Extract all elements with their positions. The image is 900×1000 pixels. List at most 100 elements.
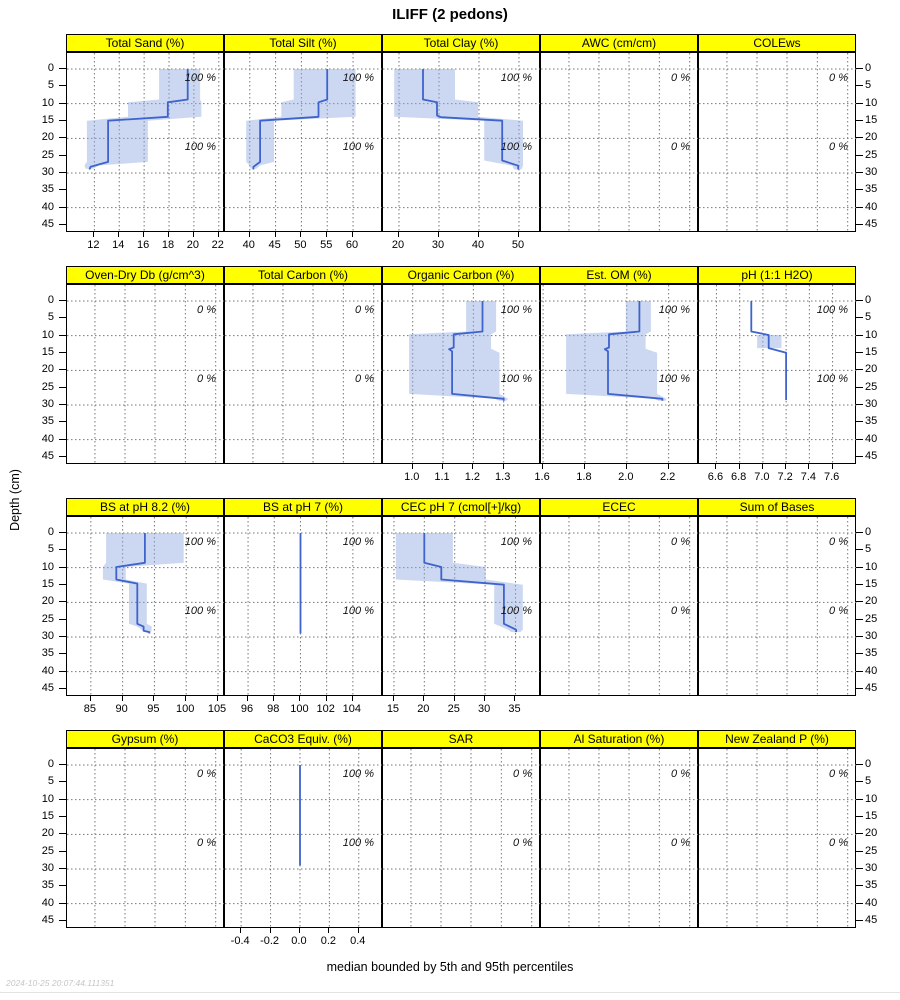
- y-tick-label: 0: [47, 294, 54, 306]
- contributing-fraction-label: 0 %: [671, 605, 690, 617]
- caption: median bounded by 5th and 95th percentil…: [326, 960, 574, 974]
- y-tick: [856, 386, 863, 388]
- x-tick: [442, 464, 444, 469]
- y-tick: [59, 456, 66, 457]
- panel-canvas-organic-carbon: 100 % 100 %: [383, 285, 541, 465]
- y-tick: [856, 532, 863, 533]
- y-tick-label: 40: [865, 896, 878, 909]
- x-tick-label: 0.4: [350, 935, 366, 947]
- x-tick: [453, 696, 455, 701]
- panel-al-saturation: 0 % 0 %: [540, 748, 699, 929]
- panel-total-clay: 100 % 100 %: [382, 52, 541, 233]
- y-tick: [59, 68, 66, 69]
- median-line: [422, 69, 520, 170]
- y-tick: [59, 172, 66, 173]
- y-tick-label: 20: [865, 827, 878, 840]
- y-tick: [59, 300, 66, 301]
- x-tick-label: 20: [186, 239, 200, 251]
- y-tick: [59, 85, 66, 87]
- y-tick-label: 25: [865, 612, 878, 625]
- y-tick-label: 5: [865, 775, 872, 788]
- contributing-fraction-label: 0 %: [355, 373, 374, 385]
- y-tick-label: 35: [41, 415, 54, 428]
- y-tick: [59, 352, 66, 353]
- x-tick: [93, 232, 95, 237]
- panel-total-carbon: 0 % 0 %: [224, 284, 383, 465]
- y-tick: [59, 764, 66, 765]
- x-tick-label: 30: [431, 239, 445, 251]
- y-tick-label: 10: [865, 792, 878, 805]
- x-tick-label: 40: [471, 239, 485, 251]
- x-tick-label: 40: [242, 239, 255, 251]
- x-tick: [118, 232, 120, 237]
- contributing-fraction-label: 100 %: [185, 141, 216, 153]
- panel-total-sand: 100 % 100 %: [66, 52, 225, 233]
- y-tick: [59, 404, 66, 405]
- contributing-fraction-label: 0 %: [829, 605, 848, 617]
- contributing-fraction-label: 0 %: [197, 373, 216, 385]
- x-tick-label: 7.6: [823, 471, 840, 483]
- x-tick-label: 1.6: [534, 471, 550, 483]
- y-tick-label: 20: [865, 595, 878, 608]
- y-tick-label: 20: [41, 595, 54, 608]
- y-tick-label: 20: [41, 131, 54, 144]
- x-tick-label: 104: [342, 703, 362, 715]
- y-tick: [59, 317, 66, 319]
- y-tick: [856, 920, 863, 921]
- y-tick-label: 25: [41, 612, 54, 625]
- panel-ecec: 0 % 0 %: [540, 516, 699, 697]
- y-tick-label: 40: [865, 432, 878, 445]
- y-tick: [856, 781, 863, 783]
- x-tick-label: 6.6: [707, 471, 724, 483]
- contributing-fraction-label: 0 %: [513, 768, 532, 780]
- x-tick-label: 18: [161, 239, 175, 251]
- x-tick: [217, 696, 218, 701]
- y-tick: [856, 601, 863, 603]
- x-tick: [143, 232, 145, 237]
- y-tick-label: 5: [47, 775, 54, 788]
- y-tick-label: 40: [41, 664, 54, 677]
- contributing-fraction-label: 100 %: [185, 605, 216, 617]
- contributing-fraction-label: 0 %: [197, 837, 216, 849]
- y-tick: [59, 532, 66, 533]
- y-tick: [856, 456, 863, 457]
- panel-cec-ph7: 100 % 100 %: [382, 516, 541, 697]
- y-tick-label: 40: [41, 432, 54, 445]
- panel-canvas-sar: 0 % 0 %: [383, 749, 541, 929]
- x-tick: [89, 696, 91, 701]
- y-tick-label: 5: [47, 79, 54, 92]
- y-tick: [856, 618, 863, 620]
- y-tick: [59, 189, 66, 191]
- x-tick-label: 30: [477, 703, 491, 715]
- x-tick: [625, 464, 627, 469]
- x-tick: [326, 232, 328, 237]
- median-line: [88, 69, 189, 170]
- contributing-fraction-label: 100 %: [343, 605, 374, 617]
- y-tick: [59, 566, 66, 568]
- x-tick-label: 1.3: [495, 471, 511, 483]
- y-tick-label: 30: [865, 630, 878, 642]
- x-tick: [715, 464, 717, 469]
- y-tick-label: 25: [865, 148, 878, 161]
- panel-canvas-total-carbon: 0 % 0 %: [225, 285, 383, 465]
- y-tick: [856, 404, 863, 405]
- panel-oven-dry-db: 0 % 0 %: [66, 284, 225, 465]
- y-tick: [856, 352, 863, 353]
- contributing-fraction-label: 0 %: [829, 768, 848, 780]
- y-tick-label: 30: [865, 398, 878, 410]
- x-tick: [269, 928, 271, 933]
- y-tick-label: 0: [47, 758, 54, 770]
- x-tick: [192, 232, 194, 237]
- x-tick-label: 25: [447, 703, 460, 715]
- x-tick: [542, 464, 544, 469]
- contributing-fraction-label: 0 %: [829, 72, 848, 84]
- y-tick-label: 30: [865, 166, 878, 178]
- y-tick-label: 45: [865, 914, 878, 926]
- x-tick-label: 7.4: [800, 471, 817, 483]
- x-tick: [247, 696, 249, 701]
- y-tick-label: 45: [41, 218, 54, 230]
- strip-bs-ph7: BS at pH 7 (%): [224, 498, 382, 516]
- y-tick: [59, 549, 66, 551]
- x-tick: [808, 464, 810, 469]
